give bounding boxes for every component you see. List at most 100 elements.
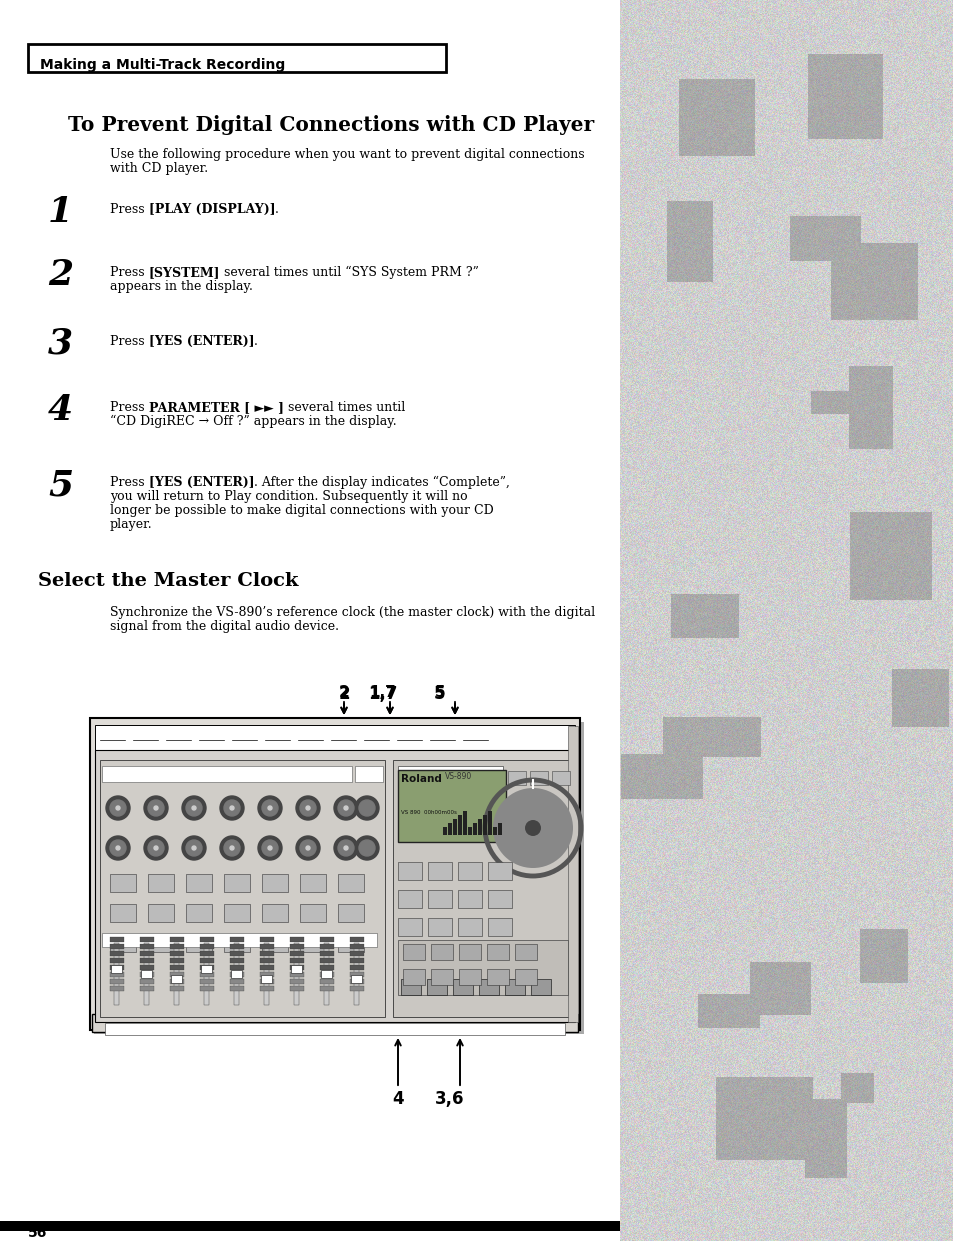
Bar <box>397 862 421 880</box>
Bar <box>397 890 421 908</box>
Bar <box>427 979 447 995</box>
Circle shape <box>295 795 319 820</box>
Text: Making a Multi-Track Recording: Making a Multi-Track Recording <box>40 58 285 72</box>
Circle shape <box>148 840 164 856</box>
Bar <box>260 937 274 942</box>
Bar <box>173 943 179 1005</box>
Bar <box>291 965 302 973</box>
Bar <box>91 1014 578 1033</box>
Bar <box>264 943 269 1005</box>
Bar <box>488 812 492 835</box>
Bar <box>140 944 153 949</box>
Bar <box>482 815 486 835</box>
Bar <box>230 987 244 992</box>
Text: appears in the display.: appears in the display. <box>110 280 253 293</box>
Circle shape <box>268 805 272 810</box>
Circle shape <box>116 805 120 810</box>
Bar <box>170 965 184 970</box>
Bar <box>486 969 509 985</box>
Bar <box>186 934 212 952</box>
Bar <box>110 987 124 992</box>
Bar <box>477 819 481 835</box>
Bar <box>110 944 124 949</box>
Text: 4: 4 <box>392 1090 403 1108</box>
Bar <box>552 771 569 786</box>
Bar <box>530 771 547 786</box>
Bar <box>260 979 274 984</box>
Circle shape <box>192 846 195 850</box>
Bar <box>319 958 334 963</box>
Bar <box>290 944 304 949</box>
Bar <box>431 944 453 961</box>
Text: 56: 56 <box>28 1226 48 1240</box>
Text: Press: Press <box>110 401 149 414</box>
Text: .: . <box>254 335 258 347</box>
Bar <box>478 979 498 995</box>
Bar <box>140 979 153 984</box>
Bar <box>148 903 173 922</box>
Circle shape <box>186 840 202 856</box>
Bar <box>230 972 244 977</box>
Text: player.: player. <box>110 517 152 531</box>
Bar <box>140 972 153 977</box>
Bar <box>170 979 184 984</box>
Bar <box>90 719 579 1030</box>
Bar <box>337 934 364 952</box>
Bar <box>319 979 334 984</box>
Circle shape <box>110 840 126 856</box>
Bar <box>113 943 119 1005</box>
Text: . After the display indicates “Complete”,: . After the display indicates “Complete”… <box>254 477 510 489</box>
Circle shape <box>148 800 164 817</box>
Text: several times until “SYS System PRM ?”: several times until “SYS System PRM ?” <box>220 266 478 279</box>
Bar <box>224 903 250 922</box>
Bar <box>488 862 512 880</box>
Bar <box>350 944 364 949</box>
Text: Synchronize the VS-890’s reference clock (the master clock) with the digital: Synchronize the VS-890’s reference clock… <box>110 606 595 619</box>
Bar <box>230 937 244 942</box>
Bar <box>397 769 505 841</box>
Bar <box>290 937 304 942</box>
Bar <box>397 766 502 788</box>
Circle shape <box>306 805 310 810</box>
Text: 1,7: 1,7 <box>368 685 397 702</box>
Bar <box>319 937 334 942</box>
Circle shape <box>262 800 277 817</box>
Bar <box>350 987 364 992</box>
Text: VS 890  00h00m00s: VS 890 00h00m00s <box>400 810 456 815</box>
Circle shape <box>334 836 357 860</box>
Bar <box>144 943 149 1005</box>
Bar <box>350 951 364 956</box>
Bar <box>457 918 481 936</box>
Text: 1,7: 1,7 <box>369 685 395 700</box>
Bar <box>0 0 619 1241</box>
Bar <box>140 958 153 963</box>
Circle shape <box>182 836 206 860</box>
Bar <box>350 979 364 984</box>
Bar <box>110 979 124 984</box>
Bar <box>230 965 244 970</box>
Bar <box>393 759 575 1018</box>
Circle shape <box>295 836 319 860</box>
Bar <box>431 969 453 985</box>
Bar <box>224 934 250 952</box>
Bar <box>488 918 512 936</box>
Bar <box>230 944 244 949</box>
Text: with CD player.: with CD player. <box>110 163 208 175</box>
Text: several times until: several times until <box>283 401 404 414</box>
Bar <box>111 965 122 973</box>
Bar <box>110 965 124 970</box>
Bar <box>290 958 304 963</box>
Bar <box>457 890 481 908</box>
Circle shape <box>268 846 272 850</box>
Circle shape <box>344 846 348 850</box>
Circle shape <box>262 840 277 856</box>
Circle shape <box>257 795 282 820</box>
Bar <box>200 958 213 963</box>
Bar <box>224 874 250 892</box>
Bar <box>507 771 525 786</box>
Bar <box>95 750 575 1023</box>
Circle shape <box>144 795 168 820</box>
Text: “CD DigiREC → Off ?” appears in the display.: “CD DigiREC → Off ?” appears in the disp… <box>110 414 396 428</box>
Bar <box>148 874 173 892</box>
Text: Use the following procedure when you want to prevent digital connections: Use the following procedure when you wan… <box>110 148 584 161</box>
